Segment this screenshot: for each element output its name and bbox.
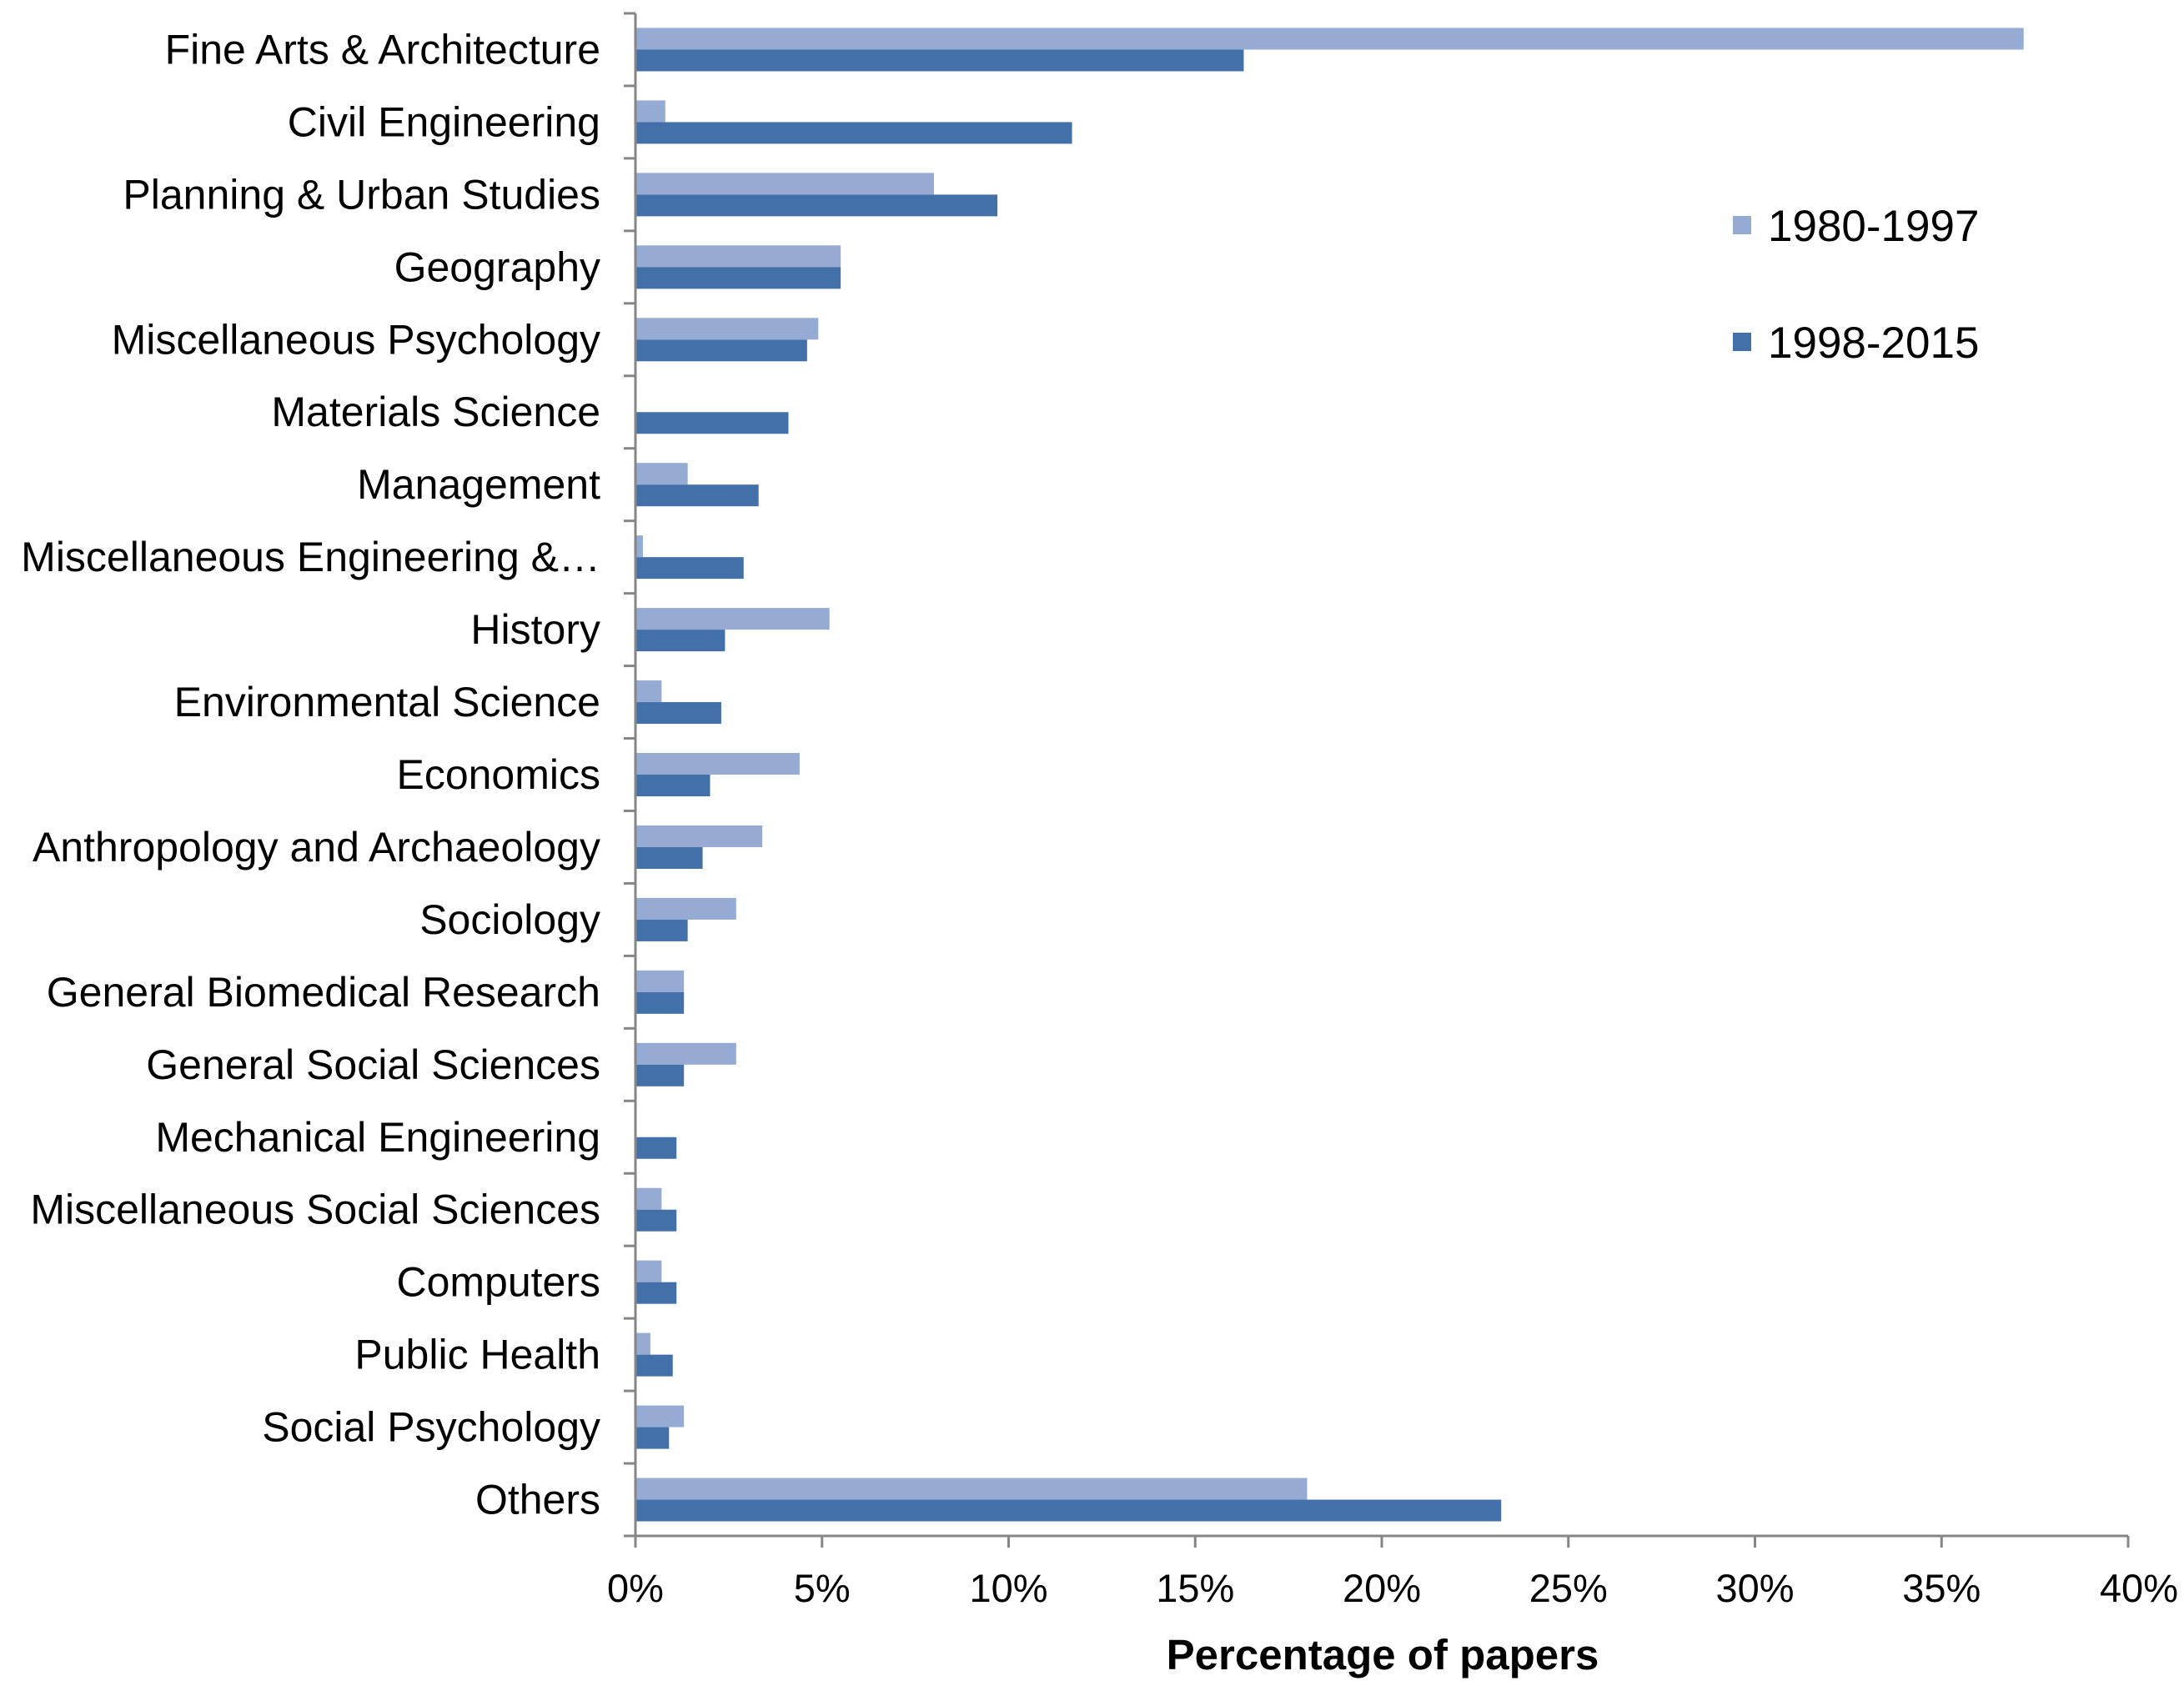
bar-1998-2015-general-social-sciences [635, 1064, 685, 1086]
bar-1998-2015-sociology [635, 919, 688, 941]
x-tick-label-5: 5% [794, 1566, 851, 1610]
axes-layer [624, 12, 2130, 1548]
legend: 1980-1997 1998-2015 [1733, 202, 1979, 368]
category-label-miscellaneous-engineering: Miscellaneous Engineering &… [21, 534, 600, 580]
bars-layer [635, 28, 2024, 1522]
category-label-miscellaneous-psychology: Miscellaneous Psychology [112, 316, 600, 363]
category-label-planning-urban-studies: Planning & Urban Studies [123, 171, 600, 218]
bar-1998-2015-miscellaneous-psychology [635, 339, 807, 362]
bar-1998-2015-history [635, 630, 725, 652]
category-label-geography: Geography [394, 243, 600, 290]
bar-1998-2015-environmental-science [635, 702, 721, 725]
category-label-public-health: Public Health [354, 1332, 600, 1378]
x-tick-label-10: 10% [969, 1566, 1047, 1610]
bar-1998-2015-geography [635, 267, 841, 289]
bar-1980-1997-fine-arts-architecture [635, 28, 2024, 50]
bar-1980-1997-computers [635, 1260, 662, 1282]
bar-1998-2015-civil-engineering [635, 122, 1072, 144]
x-tick-label-35: 35% [1902, 1566, 1981, 1610]
category-label-management: Management [357, 461, 600, 508]
category-label-civil-engineering: Civil Engineering [288, 98, 600, 145]
bar-1980-1997-civil-engineering [635, 100, 665, 123]
legend-label-1980-1997: 1980-1997 [1768, 202, 1979, 251]
bar-1980-1997-others [635, 1478, 1308, 1500]
bar-1980-1997-miscellaneous-social-sciences [635, 1187, 662, 1210]
x-tick-labels: 0% 5% 10% 15% 20% 25% 30% 35% 40% [607, 1566, 2178, 1610]
category-label-social-psychology: Social Psychology [262, 1404, 600, 1451]
category-label-others: Others [475, 1477, 600, 1523]
bar-1998-2015-computers [635, 1282, 677, 1304]
bar-1980-1997-economics [635, 753, 800, 775]
bar-1980-1997-sociology [635, 897, 736, 920]
bar-1998-2015-fine-arts-architecture [635, 49, 1244, 72]
bar-1980-1997-miscellaneous-engineering [635, 535, 643, 558]
category-label-environmental-science: Environmental Science [174, 679, 600, 725]
bar-1980-1997-anthropology-and-archaeology [635, 825, 763, 847]
bar-1998-2015-miscellaneous-social-sciences [635, 1209, 677, 1232]
bar-1980-1997-history [635, 608, 830, 630]
x-tick-label-15: 15% [1156, 1566, 1234, 1610]
bar-1998-2015-anthropology-and-archaeology [635, 846, 703, 869]
category-label-general-social-sciences: General Social Sciences [146, 1041, 600, 1088]
bar-1998-2015-miscellaneous-engineering [635, 557, 744, 580]
bar-1998-2015-economics [635, 775, 710, 796]
legend-swatch-1998-2015 [1733, 333, 1751, 351]
bar-1980-1997-geography [635, 245, 841, 268]
bar-1980-1997-environmental-science [635, 680, 662, 703]
x-tick-label-0: 0% [607, 1566, 664, 1610]
category-label-fine-arts-architecture: Fine Arts & Architecture [165, 26, 600, 73]
bar-1998-2015-social-psychology [635, 1427, 670, 1449]
category-label-computers: Computers [396, 1259, 600, 1306]
bar-1980-1997-social-psychology [635, 1405, 685, 1428]
category-label-materials-science: Materials Science [271, 389, 600, 435]
x-axis-title: Percentage of papers [1167, 1631, 1599, 1678]
bar-1998-2015-materials-science [635, 412, 789, 434]
bar-1998-2015-planning-urban-studies [635, 194, 998, 217]
x-tick-label-20: 20% [1343, 1566, 1421, 1610]
category-label-general-biomedical-research: General Biomedical Research [47, 969, 600, 1016]
bar-1980-1997-general-social-sciences [635, 1042, 736, 1065]
x-tick-label-40: 40% [2100, 1566, 2178, 1610]
legend-label-1998-2015: 1998-2015 [1768, 319, 1979, 368]
category-label-history: History [470, 606, 600, 653]
category-labels: Fine Arts & Architecture Civil Engineerin… [21, 26, 600, 1523]
category-label-economics: Economics [396, 751, 600, 798]
bar-1980-1997-planning-urban-studies [635, 173, 934, 195]
bar-1980-1997-general-biomedical-research [635, 970, 685, 992]
bar-1998-2015-mechanical-engineering [635, 1137, 677, 1159]
bar-1998-2015-general-biomedical-research [635, 991, 685, 1014]
bar-1980-1997-public-health [635, 1332, 650, 1355]
legend-swatch-1980-1997 [1733, 216, 1751, 234]
category-label-anthropology-and-archaeology: Anthropology and Archaeology [33, 824, 600, 871]
x-tick-label-30: 30% [1715, 1566, 1794, 1610]
category-label-miscellaneous-social-sciences: Miscellaneous Social Sciences [30, 1187, 600, 1233]
bar-1980-1997-miscellaneous-psychology [635, 318, 819, 340]
bar-1998-2015-public-health [635, 1354, 673, 1377]
category-label-mechanical-engineering: Mechanical Engineering [155, 1114, 600, 1161]
x-tick-label-25: 25% [1529, 1566, 1608, 1610]
bar-1980-1997-management [635, 463, 688, 485]
bar-1998-2015-others [635, 1499, 1502, 1522]
bar-1998-2015-management [635, 484, 759, 507]
category-label-sociology: Sociology [419, 896, 600, 943]
